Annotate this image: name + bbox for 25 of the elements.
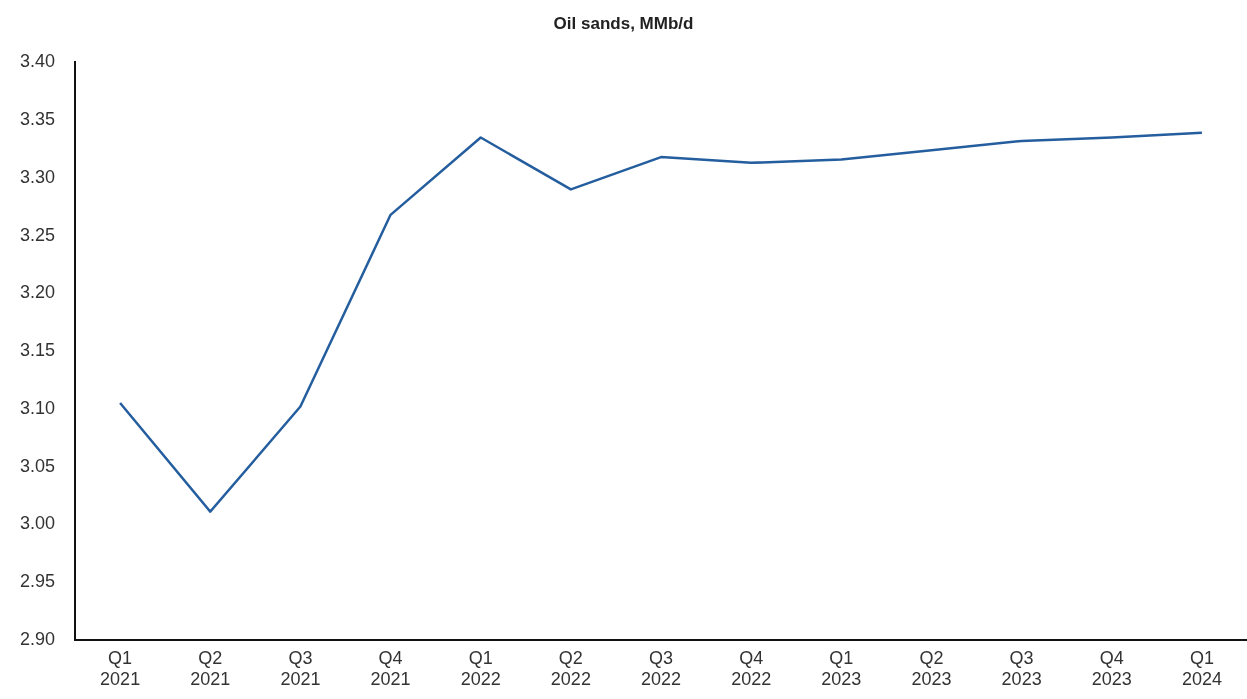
x-tick-label: Q1 2022 [460, 647, 501, 690]
x-tick-label: Q2 2022 [550, 647, 591, 690]
y-tick-label: 3.20 [19, 282, 56, 303]
chart-title: Oil sands, MMb/d [553, 13, 694, 33]
y-tick-label: 3.35 [19, 109, 56, 130]
x-tick-label: Q2 2021 [190, 647, 231, 690]
y-tick-label: 3.25 [19, 224, 56, 245]
y-tick-label: 3.10 [19, 397, 56, 418]
y-tick-label: 2.95 [19, 571, 56, 592]
y-tick-label: 3.40 [19, 51, 56, 72]
x-tick-label: Q3 2022 [640, 647, 682, 690]
x-tick-label: Q3 2023 [1001, 647, 1042, 690]
x-tick-label: Q1 2023 [821, 647, 862, 690]
y-tick-label: 3.05 [19, 455, 56, 476]
x-tick-label: Q2 2023 [911, 647, 952, 690]
y-tick-label: 2.90 [19, 628, 56, 649]
x-tick-label: Q4 2023 [1091, 647, 1132, 690]
x-tick-label: Q4 2022 [731, 647, 772, 690]
x-tick-label: Q3 2021 [280, 647, 321, 690]
y-tick-label: 3.30 [19, 166, 56, 187]
y-tick-label: 3.15 [19, 340, 56, 361]
x-tick-label: Q4 2021 [370, 647, 411, 690]
x-tick-label: Q1 2021 [100, 647, 141, 690]
x-tick-label: Q1 2024 [1181, 647, 1222, 690]
y-tick-label: 3.00 [19, 513, 56, 534]
